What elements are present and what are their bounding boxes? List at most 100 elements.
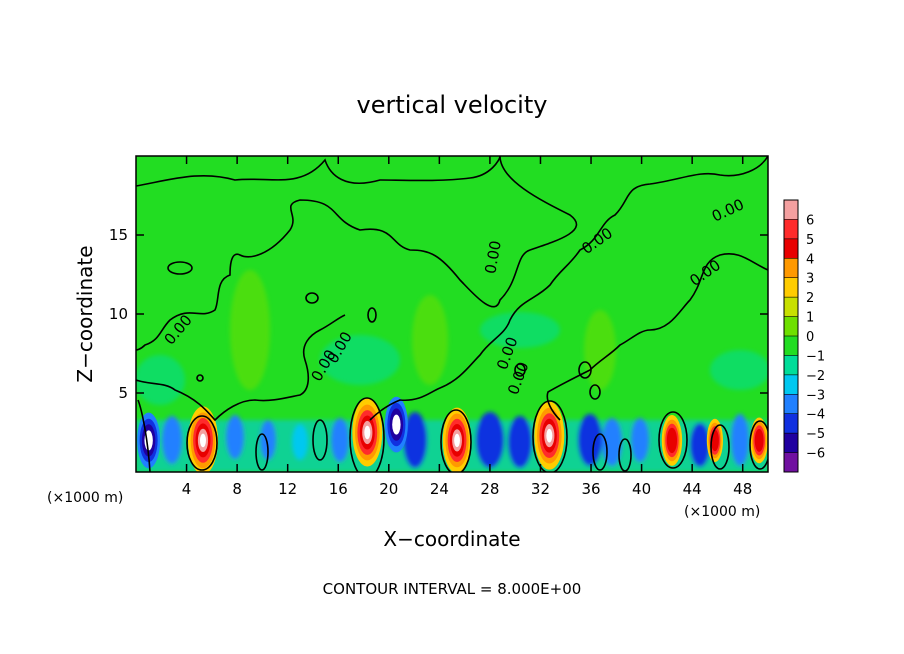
small-contour [514, 363, 526, 377]
colorbar-swatch [784, 336, 798, 356]
y-axis-title: Z−coordinate [73, 245, 97, 382]
zero-contour [136, 314, 346, 422]
x-axis: 4 8 12 16 20 24 28 32 36 40 44 48 [182, 156, 752, 498]
x-tick-label: 32 [531, 480, 550, 498]
colorbar-swatch [784, 277, 798, 298]
weak-updraft-patch [412, 295, 448, 385]
downdraft-core [260, 420, 276, 460]
updraft-contour [532, 400, 568, 472]
updraft-contour [312, 419, 328, 461]
zero-contour [546, 253, 768, 421]
colorbar-swatch [784, 413, 798, 434]
x-tick-label: 36 [581, 480, 600, 498]
x-tick-label: 12 [278, 480, 297, 498]
downdraft-core [162, 416, 182, 464]
colorbar-label: 5 [806, 233, 814, 248]
colorbar-swatch [784, 394, 798, 415]
colorbar-swatch [784, 374, 798, 395]
colorbar-swatch [784, 238, 798, 259]
colorbar-label: 2 [806, 291, 814, 306]
downdraft-core [292, 424, 308, 460]
updraft-core [454, 433, 460, 447]
updraft-core [666, 427, 678, 454]
colorbar-label: 3 [806, 272, 814, 287]
updraft-contour [255, 433, 269, 471]
updraft-core [199, 433, 206, 448]
updraft-core [754, 428, 764, 452]
updraft-contour [658, 411, 688, 469]
colorbar-label: 0 [806, 330, 814, 345]
zero-contour [369, 156, 768, 421]
contour-interval-note: CONTOUR INTERVAL = 8.000E+00 [323, 580, 582, 598]
updraft-contour [592, 433, 608, 471]
colorbar-label: −1 [806, 349, 825, 364]
chart-title: vertical velocity [357, 91, 548, 119]
x-tick-label: 48 [733, 480, 752, 498]
colorbar-label: −3 [806, 388, 825, 403]
zero-contours [136, 156, 768, 472]
colorbar-label: 6 [806, 213, 814, 228]
colorbar-label: −6 [806, 447, 825, 462]
updraft-contour [749, 420, 768, 470]
colorbar-swatch [784, 355, 798, 376]
x-tick-label: 4 [182, 480, 192, 498]
small-contour [196, 374, 204, 382]
velocity-field: 0.00 0.00 0.00 0.00 0.00 0.00 0.00 0.00 … [136, 156, 768, 472]
weak-downdraft-patch [710, 350, 768, 390]
downdraft-core [392, 414, 401, 435]
downdraft-core [578, 414, 602, 466]
x-tick-label: 28 [480, 480, 499, 498]
downdraft-core [476, 412, 504, 468]
weak-downdraft-patch [320, 335, 400, 385]
zero-contour [136, 156, 578, 351]
downdraft-core [690, 423, 710, 467]
x-tick-label: 24 [430, 480, 449, 498]
updraft-core [546, 428, 553, 443]
updraft-contour [349, 397, 385, 472]
updraft-contour [186, 415, 218, 471]
upper-variation [136, 270, 768, 405]
x-unit-label-right: (×1000 m) [684, 504, 760, 520]
updraft-contour [618, 438, 632, 472]
colorbar-swatch [784, 219, 798, 240]
small-contour [589, 384, 601, 400]
downdraft-core [731, 414, 749, 466]
x-tick-label: 40 [632, 480, 651, 498]
contour-label: 0.00 [481, 239, 505, 275]
small-contour [167, 261, 193, 275]
colorbar: 6 5 4 3 2 1 0 −1 −2 −3 −4 −5 −6 [783, 199, 825, 473]
x-tick-label: 16 [329, 480, 348, 498]
y-tick-label: 10 [109, 305, 128, 323]
updraft-core [364, 425, 371, 440]
weak-updraft-patch [230, 270, 270, 390]
y-tick-label: 5 [118, 384, 128, 402]
updraft-contour [710, 424, 730, 470]
zero-contour [136, 156, 501, 187]
downdraft-core [631, 418, 649, 462]
colorbar-swatch [784, 433, 798, 454]
downdraft-core [508, 416, 532, 468]
colorbar-swatch [784, 297, 798, 318]
weak-updraft-patch [584, 310, 616, 390]
x-tick-label: 44 [683, 480, 702, 498]
downdraft-core [403, 412, 427, 468]
colorbar-label: −4 [806, 408, 825, 423]
downdraft-core [331, 418, 349, 462]
y-tick-label: 15 [109, 226, 128, 244]
x-tick-label: 8 [232, 480, 242, 498]
colorbar-label: −5 [806, 427, 825, 442]
downdraft-core [226, 415, 244, 459]
colorbar-label: −2 [806, 369, 825, 384]
updraft-cores [137, 396, 768, 472]
x-axis-title: X−coordinate [383, 527, 520, 551]
small-contour [578, 361, 592, 379]
y-axis: 5 10 15 [109, 226, 768, 402]
zero-contour [137, 399, 151, 472]
plot-area: 0.00 0.00 0.00 0.00 0.00 0.00 0.00 0.00 … [135, 155, 769, 473]
x-tick-label: 20 [379, 480, 398, 498]
colorbar-swatch [784, 200, 798, 220]
small-contour [367, 307, 377, 323]
colorbar-label: 4 [806, 252, 814, 267]
colorbar-label: 1 [806, 311, 814, 326]
